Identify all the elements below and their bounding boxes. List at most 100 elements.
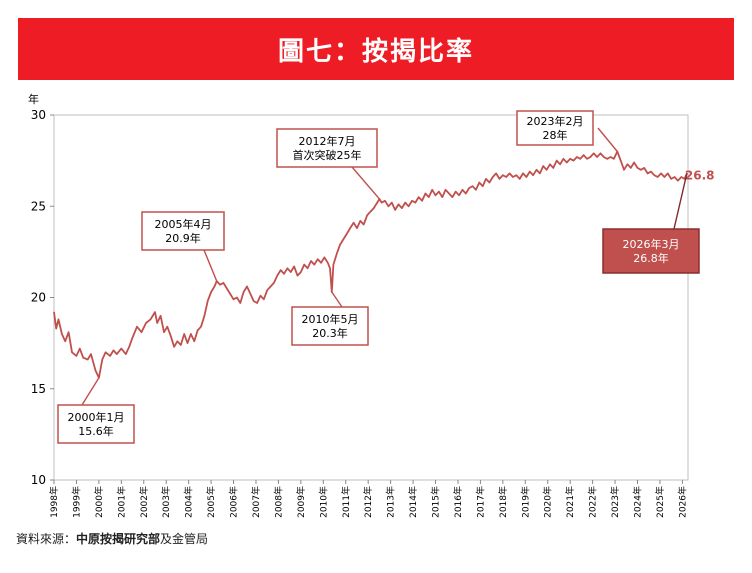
callout-pointer [351,166,380,200]
data-point [183,333,185,335]
data-point [492,176,494,178]
data-point [455,191,457,193]
data-point [434,194,437,196]
data-point [376,202,378,204]
x-tick-label: 2000年 [93,486,105,518]
y-tick-label: 30 [31,108,46,122]
data-point [610,156,612,158]
data-point [283,273,285,275]
x-tick-label: 1998年 [48,486,60,518]
data-point [404,202,406,204]
data-point [317,258,319,260]
data-point [307,267,309,269]
data-point [579,158,581,160]
data-point [596,156,598,158]
data-point [640,169,642,171]
source-prefix: 資料來源： [16,532,77,546]
data-point [387,205,389,207]
data-point [336,253,338,255]
data-point [128,346,130,348]
data-point [349,227,351,229]
x-tick-label: 2005年 [205,486,217,518]
data-point [643,167,645,169]
data-point [53,311,55,313]
y-tick-label: 20 [31,291,46,305]
callout-box [141,211,225,251]
data-point [673,176,676,178]
data-point [94,369,97,372]
callout-text: 26.8年 [633,251,669,265]
data-point [397,203,400,205]
data-point [176,340,178,342]
data-point [478,181,480,184]
data-point [193,340,195,342]
x-tick-label: 2023年 [609,486,621,518]
data-point [599,152,602,154]
x-tick-label: 2021年 [564,486,576,518]
data-point [680,176,682,178]
data-point [583,154,585,156]
x-tick-label: 2019年 [519,486,531,518]
data-point [90,353,92,355]
data-point [79,348,81,350]
data-point [249,293,251,295]
data-point [468,187,470,189]
data-point [515,174,517,176]
data-point [75,355,77,357]
data-point [512,176,514,178]
data-point [286,267,288,269]
data-point [203,315,205,317]
data-point [408,205,410,207]
x-tick-label: 2002年 [138,486,150,518]
data-point [270,285,272,288]
callout-text: 2026年3月 [623,237,680,251]
data-point [556,160,558,162]
end-value-label: 26.8 [685,168,715,182]
data-point [180,344,182,346]
data-point [519,178,521,180]
data-point [320,262,322,264]
data-point [384,200,386,202]
callout-text: 2010年5月 [302,312,359,326]
data-point [535,169,538,171]
data-point [445,189,447,191]
data-point [650,171,652,173]
data-point [566,161,568,164]
x-tick-label: 2016年 [452,486,464,518]
data-point [109,355,111,357]
data-point [359,220,361,222]
data-point [353,222,355,224]
callout-text: 2000年1月 [68,410,125,424]
data-point [145,322,147,324]
series-line [53,150,688,379]
data-point [677,180,679,182]
data-point [482,185,484,187]
data-point [222,282,224,284]
data-point [509,172,511,174]
data-point [327,262,329,264]
data-point [210,291,212,293]
chart-title-banner: 圖七：按揭比率 [18,18,734,80]
data-point [562,158,565,160]
data-point [606,158,608,160]
data-point [363,223,365,226]
data-point [259,295,262,297]
x-tick-label: 2026年 [676,486,688,518]
callout-text: 首次突破25年 [293,148,362,162]
callout-text: 28年 [543,128,568,142]
data-point [502,174,504,176]
data-point [613,158,615,160]
data-point [101,358,103,361]
data-point [246,285,248,288]
data-point [369,211,371,213]
data-point [346,233,348,235]
data-point [112,349,115,351]
callout-text: 20.3年 [312,326,348,340]
data-point [529,171,531,173]
data-point [448,192,450,195]
data-point [186,342,189,344]
x-tick-label: 2013年 [385,486,397,518]
data-point [373,207,375,209]
data-point [356,227,358,229]
data-point [342,238,345,240]
